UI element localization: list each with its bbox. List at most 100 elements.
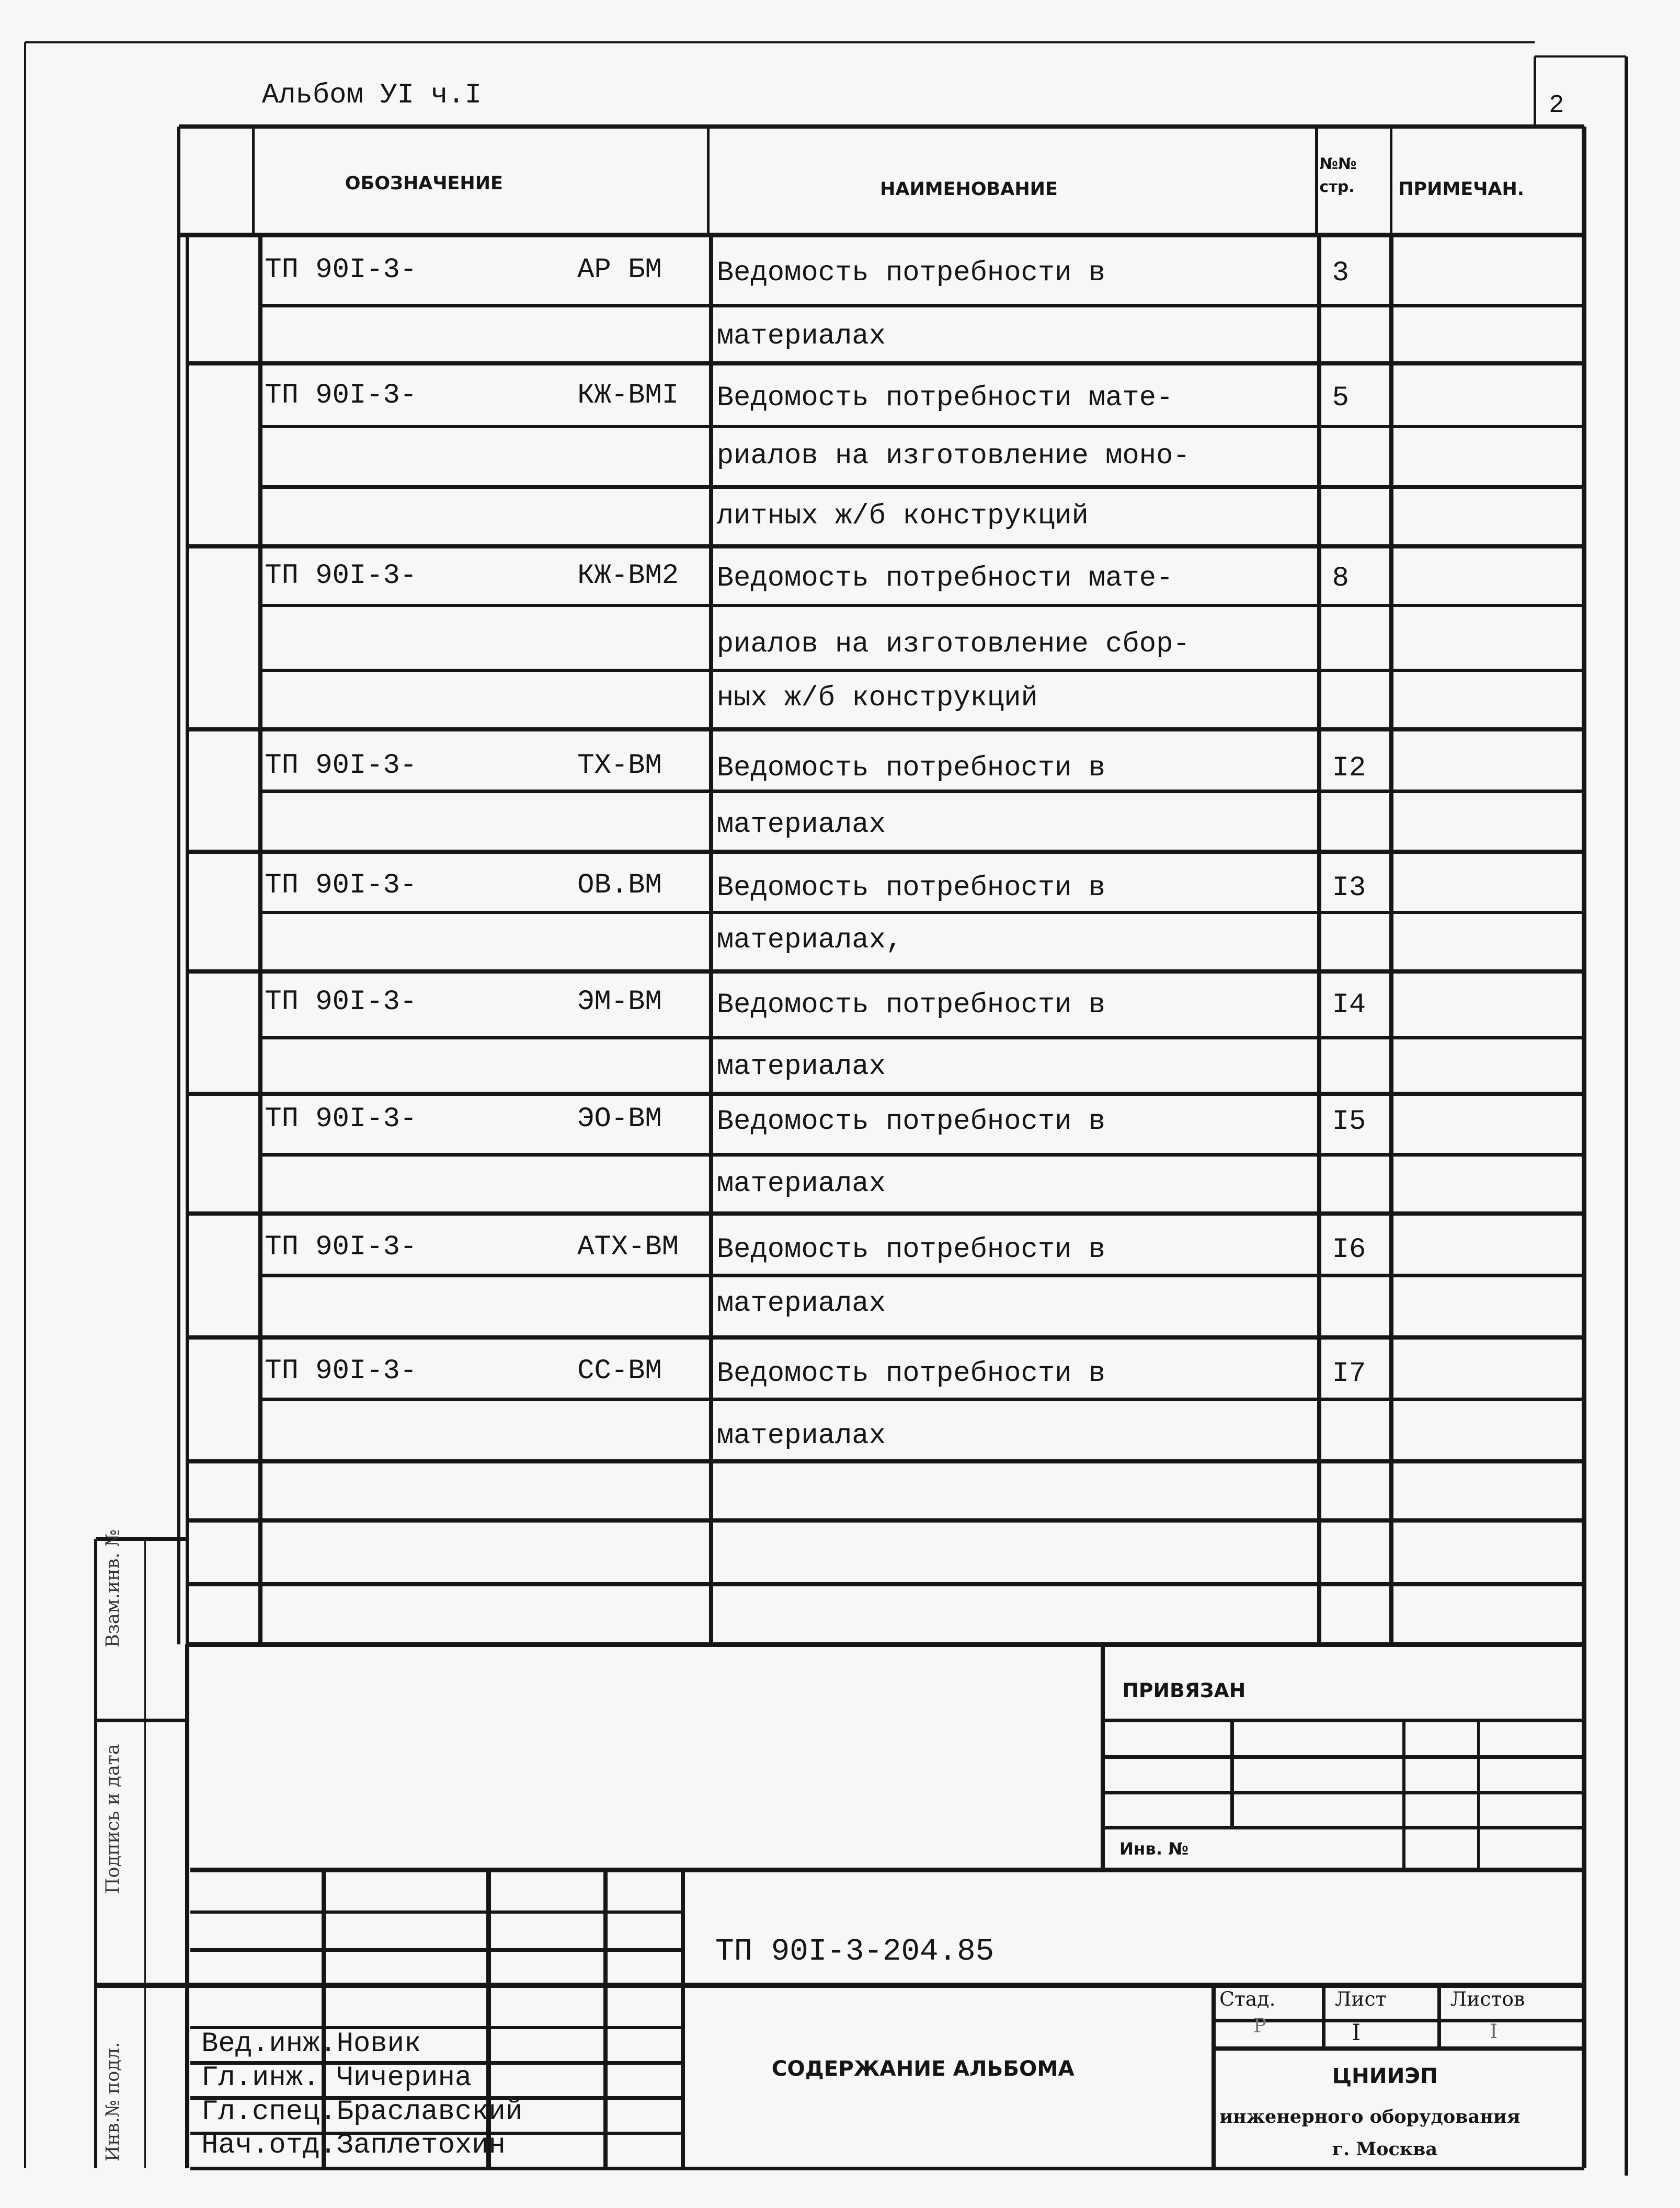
row-page-number: I5 bbox=[1332, 1106, 1366, 1138]
rule-line bbox=[94, 1539, 98, 2169]
row-name-line: риалов на изготовление моно- bbox=[716, 440, 1190, 472]
row-name-line: ных ж/б конструкций bbox=[716, 682, 1038, 714]
rule-line bbox=[187, 1459, 1584, 1464]
row-designation-code: ТП 90I-3- bbox=[265, 254, 417, 287]
row-name-line: Ведомость потребности в bbox=[716, 1234, 1106, 1266]
rule-line bbox=[260, 790, 1584, 793]
row-name-line: материалах bbox=[716, 1051, 886, 1083]
rule-line bbox=[260, 1152, 1584, 1157]
row-name-line: Ведомость потребности в bbox=[716, 872, 1106, 905]
rule-line bbox=[1102, 1755, 1584, 1759]
row-page-number: I4 bbox=[1332, 989, 1366, 1021]
row-name-line: Ведомость потребности мате- bbox=[716, 562, 1173, 594]
rule-line bbox=[1317, 235, 1322, 1645]
rule-line bbox=[1477, 1720, 1480, 1870]
row-name-line: Ведомость потребности в bbox=[716, 752, 1106, 785]
rule-line bbox=[252, 127, 255, 235]
rule-line bbox=[187, 850, 1584, 854]
row-name-line: материалах bbox=[716, 1287, 886, 1320]
rule-line bbox=[1102, 1790, 1584, 1794]
rule-line bbox=[187, 727, 1584, 731]
rule-line bbox=[260, 425, 1584, 429]
rule-line bbox=[260, 485, 1584, 489]
rule-line bbox=[187, 1211, 1584, 1216]
rule-line bbox=[1437, 1985, 1441, 2049]
rule-line bbox=[187, 1582, 1584, 1586]
rule-line bbox=[260, 603, 1584, 608]
row-designation-suffix: КЖ-ВМI bbox=[577, 379, 679, 411]
row-designation-suffix: ТХ-ВМ bbox=[577, 750, 662, 782]
rule-line bbox=[25, 41, 1535, 43]
rule-line bbox=[187, 969, 1584, 974]
rule-line bbox=[190, 2131, 683, 2135]
side-stamp-replaced-inventory: Взам.инв. № bbox=[102, 1529, 124, 1648]
row-name-line: Ведомость потребности в bbox=[716, 257, 1106, 289]
rule-line bbox=[144, 1539, 146, 2169]
rule-line bbox=[187, 1092, 1584, 1096]
signature-line: Гл.спец.Браславский bbox=[201, 2096, 523, 2128]
rule-line bbox=[681, 1870, 685, 2169]
rule-line bbox=[1214, 2046, 1584, 2051]
row-designation-code: ТП 90I-3- bbox=[265, 986, 417, 1019]
rule-line bbox=[1533, 56, 1537, 127]
row-page-number: I3 bbox=[1332, 872, 1366, 905]
rule-line bbox=[260, 668, 1584, 672]
rule-line bbox=[1389, 235, 1393, 1645]
rule-line bbox=[190, 2096, 683, 2100]
sheet-number: 2 bbox=[1549, 90, 1564, 120]
rule-line bbox=[260, 1274, 1584, 1278]
column-header-designation: ОБОЗНАЧЕНИЕ bbox=[345, 173, 503, 194]
rule-line bbox=[179, 124, 1584, 129]
side-stamp-signature-date: Подпись и дата bbox=[102, 1744, 124, 1894]
rule-line bbox=[190, 2166, 1584, 2170]
rule-line bbox=[177, 127, 180, 1645]
rule-line bbox=[185, 1644, 190, 2169]
row-designation-code: ТП 90I-3- bbox=[265, 379, 417, 411]
row-designation-suffix: СС-ВМ bbox=[577, 1355, 662, 1388]
rule-line bbox=[260, 1036, 1584, 1040]
rule-line bbox=[1315, 127, 1318, 235]
row-name-line: риалов на изготовление сбор- bbox=[716, 628, 1190, 661]
rule-line bbox=[96, 1719, 188, 1723]
organization-city: г. Москва bbox=[1332, 2138, 1438, 2160]
row-designation-suffix: ЭМ-ВМ bbox=[577, 986, 662, 1019]
row-name-line: материалах bbox=[716, 320, 886, 352]
rule-line bbox=[260, 1398, 1584, 1402]
rule-line bbox=[706, 127, 710, 235]
stage-value: Р bbox=[1253, 2014, 1267, 2038]
row-name-line: Ведомость потребности мате- bbox=[716, 382, 1173, 415]
rule-line bbox=[187, 1642, 1584, 1648]
rule-line bbox=[1230, 1720, 1234, 1828]
rule-line bbox=[1212, 1985, 1216, 2169]
rule-line bbox=[1389, 127, 1393, 235]
rule-line bbox=[1322, 1985, 1325, 2049]
rule-line bbox=[96, 1537, 188, 1541]
rule-line bbox=[1535, 55, 1627, 58]
rule-line bbox=[190, 2026, 683, 2030]
rule-line bbox=[190, 1948, 683, 1952]
row-page-number: I7 bbox=[1332, 1358, 1366, 1390]
rule-line bbox=[603, 1870, 608, 2169]
inventory-number-label: Инв. № bbox=[1119, 1838, 1189, 1859]
row-designation-code: ТП 90I-3- bbox=[265, 559, 417, 592]
rule-line bbox=[1581, 127, 1587, 2169]
sheets-label: Листов bbox=[1450, 1987, 1525, 2011]
row-designation-suffix: АР БМ bbox=[577, 254, 662, 287]
document-title: СОДЕРЖАНИЕ АЛЬБОМА bbox=[771, 2056, 1075, 2081]
rule-line bbox=[24, 42, 27, 2169]
sheet-label: Лист bbox=[1334, 1987, 1387, 2011]
row-designation-code: ТП 90I-3- bbox=[265, 1355, 417, 1388]
row-page-number: 5 bbox=[1332, 382, 1349, 415]
rule-line bbox=[187, 1335, 1584, 1340]
row-name-line: материалах bbox=[716, 1420, 886, 1452]
rule-line bbox=[258, 235, 263, 1645]
signature-line: Нач.отд.Заплетохин bbox=[201, 2130, 506, 2162]
row-designation-suffix: ЭО-ВМ bbox=[577, 1103, 662, 1135]
rule-line bbox=[1625, 56, 1628, 2176]
binding-title: ПРИВЯЗАН bbox=[1122, 1679, 1246, 1702]
album-label: Альбом УI ч.I bbox=[261, 79, 482, 112]
row-designation-code: ТП 90I-3- bbox=[265, 1103, 417, 1135]
column-header-notes: ПРИМЕЧАН. bbox=[1398, 178, 1525, 200]
row-designation-suffix: АТХ-ВМ bbox=[577, 1231, 679, 1264]
column-header-page: №№ стр. bbox=[1319, 154, 1357, 196]
